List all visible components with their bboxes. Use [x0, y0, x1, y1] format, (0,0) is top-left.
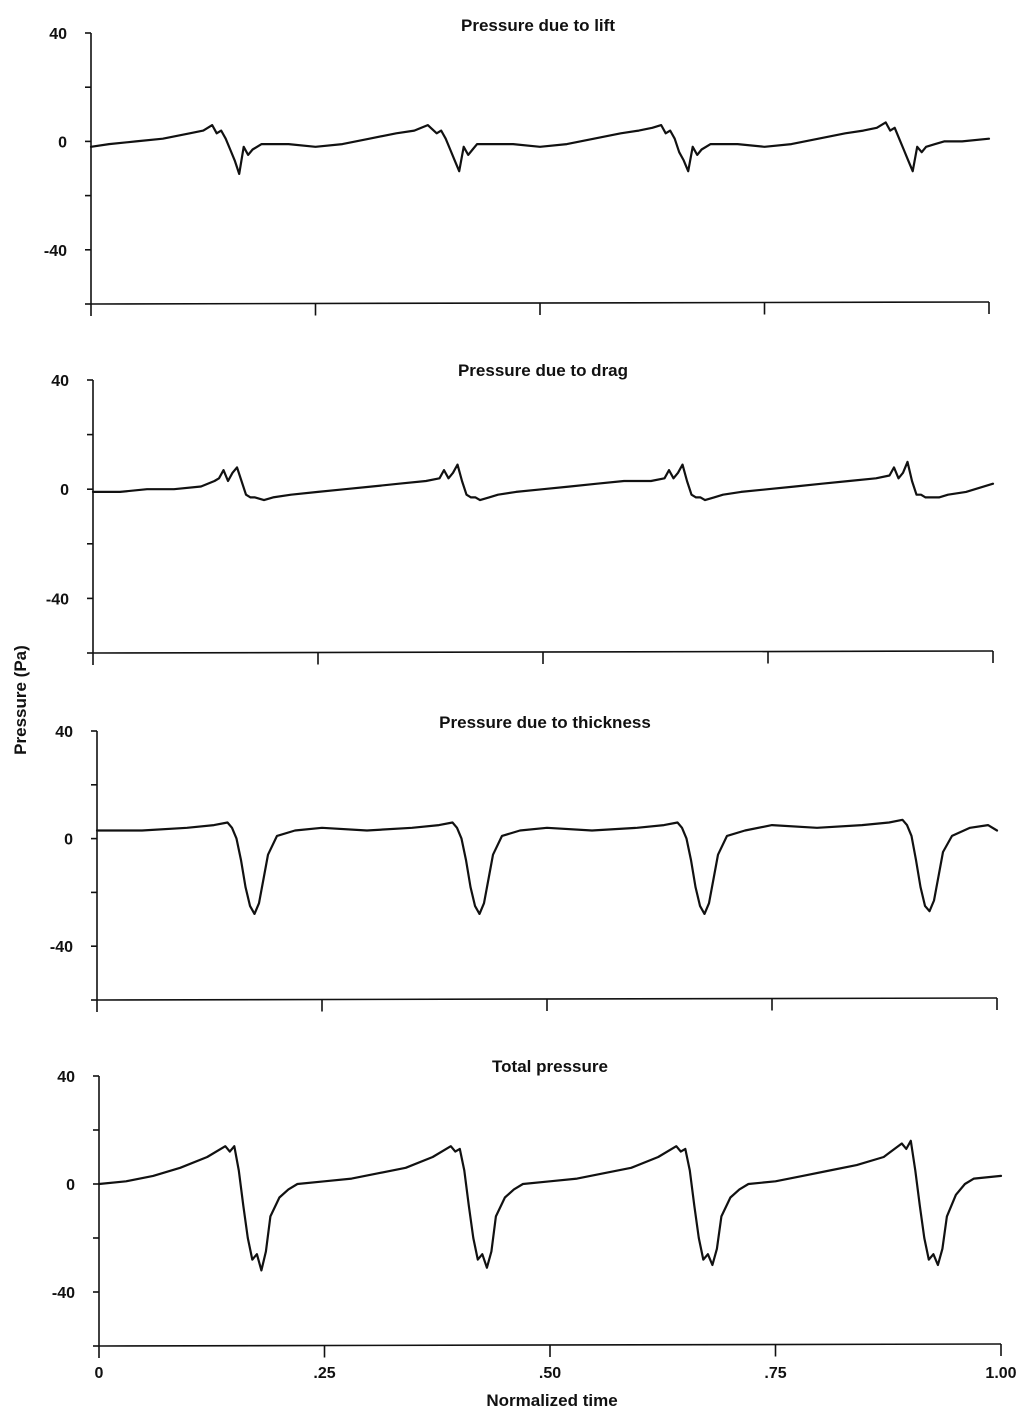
y-axis-label: Pressure (Pa)	[11, 645, 30, 755]
panel-title: Total pressure	[492, 1057, 608, 1076]
panel-title: Pressure due to thickness	[439, 713, 651, 732]
y-tick-label: 0	[60, 482, 69, 499]
y-tick-label: 40	[49, 26, 67, 43]
y-tick-label: -40	[52, 1285, 75, 1302]
panel-pressure-due-to-lift: Pressure due to lift 40 0 -40	[44, 16, 991, 316]
y-tick-label: 0	[66, 1177, 75, 1194]
pressure-curve	[89, 121, 991, 175]
y-tick-label: -40	[44, 243, 67, 260]
x-tick-label: 1.00	[985, 1365, 1016, 1382]
panel-total-pressure: Total pressure 40 0 -40 0 .25 .50 .75 1.00	[52, 1057, 1017, 1382]
panel-pressure-due-to-drag: Pressure due to drag 40 0 -40	[46, 361, 995, 665]
pressure-curve	[91, 460, 995, 502]
x-tick-label: .50	[539, 1365, 561, 1382]
y-tick-label: 40	[57, 1069, 75, 1086]
x-axis-label: Normalized time	[486, 1391, 617, 1410]
y-tick-label: -40	[50, 939, 73, 956]
x-tick-label: .25	[313, 1365, 335, 1382]
y-tick-label: -40	[46, 591, 69, 608]
panel-pressure-due-to-thickness: Pressure due to thickness 40 0 -40	[50, 713, 999, 1012]
pressure-curve	[97, 1139, 1003, 1272]
x-tick-label: .75	[764, 1365, 786, 1382]
y-tick-label: 0	[58, 134, 67, 151]
pressure-curve	[95, 818, 999, 915]
panel-title: Pressure due to drag	[458, 361, 628, 380]
y-tick-label: 40	[51, 373, 69, 390]
panel-title: Pressure due to lift	[461, 16, 615, 35]
y-tick-label: 40	[55, 724, 73, 741]
y-tick-label: 0	[64, 832, 73, 849]
x-tick-label: 0	[95, 1365, 104, 1382]
